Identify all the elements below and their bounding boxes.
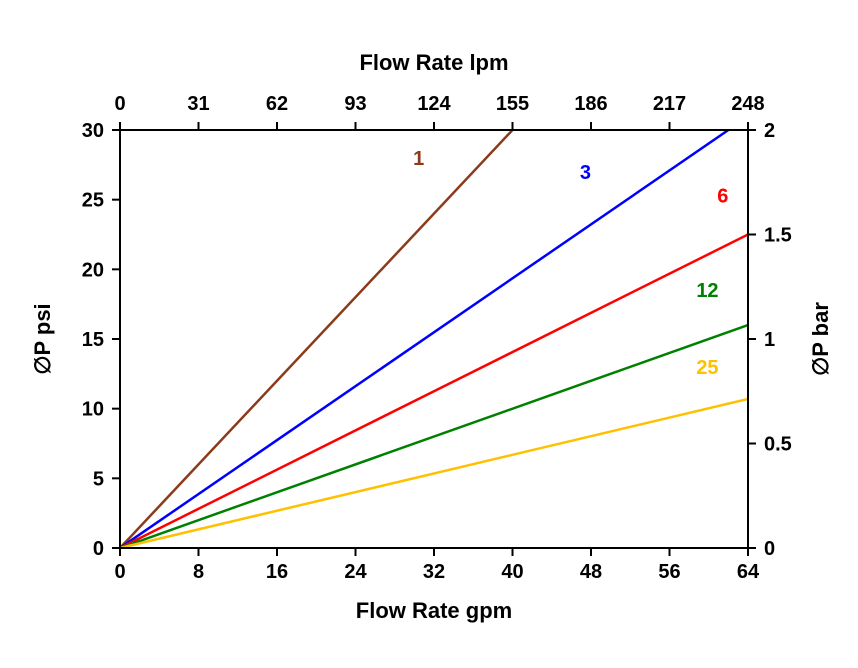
y-left-tick-label: 0 bbox=[93, 538, 104, 560]
y-left-tick-label: 30 bbox=[82, 120, 104, 142]
y-left-tick-label: 25 bbox=[82, 190, 104, 212]
x-top-tick-label: 124 bbox=[417, 93, 451, 115]
y-right-title: ∅P bar bbox=[808, 302, 833, 376]
x-bottom-tick-label: 32 bbox=[423, 561, 445, 583]
x-top-tick-label: 186 bbox=[574, 93, 607, 115]
x-bottom-tick-label: 56 bbox=[658, 561, 680, 583]
x-bottom-title: Flow Rate gpm bbox=[356, 598, 512, 623]
x-top-title: Flow Rate lpm bbox=[359, 50, 508, 75]
series-label-1: 1 bbox=[413, 148, 424, 170]
x-top-tick-label: 155 bbox=[496, 93, 529, 115]
y-left-tick-label: 5 bbox=[93, 468, 104, 490]
y-left-tick-label: 15 bbox=[82, 329, 104, 351]
y-right-tick-label: 0.5 bbox=[764, 434, 792, 456]
y-left-tick-label: 20 bbox=[82, 259, 104, 281]
y-right-tick-label: 2 bbox=[764, 120, 775, 142]
y-left-title: ∅P psi bbox=[30, 303, 55, 374]
x-bottom-tick-label: 40 bbox=[501, 561, 523, 583]
x-top-tick-label: 31 bbox=[187, 93, 209, 115]
y-left-tick-label: 10 bbox=[82, 399, 104, 421]
x-top-tick-label: 62 bbox=[266, 93, 288, 115]
series-label-12: 12 bbox=[696, 280, 718, 302]
x-top-tick-label: 248 bbox=[731, 93, 764, 115]
series-label-6: 6 bbox=[717, 185, 728, 207]
series-label-3: 3 bbox=[580, 162, 591, 184]
x-bottom-tick-label: 16 bbox=[266, 561, 288, 583]
x-bottom-tick-label: 48 bbox=[580, 561, 602, 583]
series-label-25: 25 bbox=[696, 357, 718, 379]
x-bottom-tick-label: 64 bbox=[737, 561, 760, 583]
x-top-tick-label: 93 bbox=[344, 93, 366, 115]
x-bottom-tick-label: 8 bbox=[193, 561, 204, 583]
chart-container: 0816243240485664Flow Rate gpm03162931241… bbox=[0, 0, 858, 668]
y-right-tick-label: 1.5 bbox=[764, 225, 792, 247]
y-right-tick-label: 0 bbox=[764, 538, 775, 560]
x-top-tick-label: 0 bbox=[114, 93, 125, 115]
x-bottom-tick-label: 24 bbox=[344, 561, 367, 583]
x-bottom-tick-label: 0 bbox=[114, 561, 125, 583]
pressure-vs-flow-chart: 0816243240485664Flow Rate gpm03162931241… bbox=[0, 0, 858, 668]
y-right-tick-label: 1 bbox=[764, 329, 775, 351]
x-top-tick-label: 217 bbox=[653, 93, 686, 115]
